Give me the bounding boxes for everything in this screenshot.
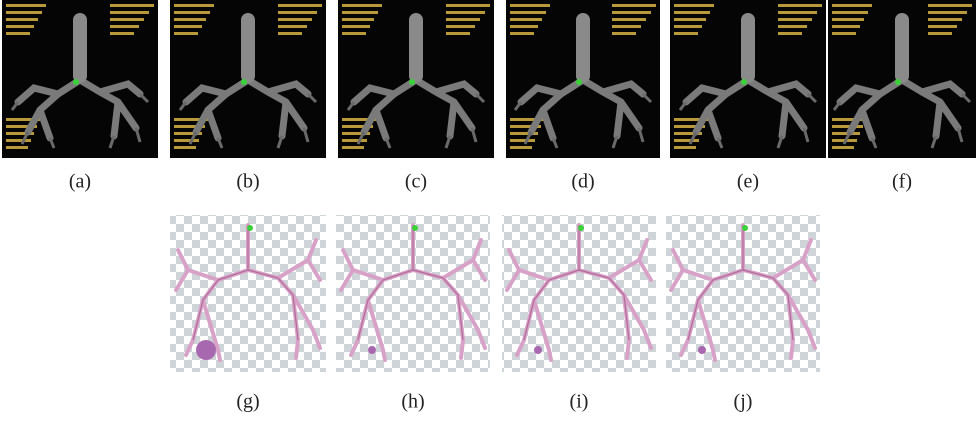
overlay-text (342, 25, 370, 28)
overlay-text (278, 25, 307, 28)
overlay-text (832, 125, 863, 128)
caption: (g) (236, 391, 259, 413)
overlay-text (278, 18, 312, 21)
overlay-text (174, 4, 214, 7)
overlay-text (928, 25, 957, 28)
overlay-text (674, 4, 714, 7)
overlay-text (342, 11, 378, 14)
overlay-text (928, 11, 967, 14)
overlay-text (674, 11, 710, 14)
overlay-text (832, 146, 854, 149)
overlay-text (674, 32, 698, 35)
image-panel: (b) (170, 0, 326, 193)
image-panel: (d) (506, 0, 660, 193)
caption: (h) (401, 391, 424, 413)
overlay-text (674, 18, 706, 21)
overlay-text (510, 139, 535, 142)
overlay-text (110, 32, 134, 35)
overlay-text (612, 32, 636, 35)
overlay-text (674, 139, 699, 142)
image-panel: (f) (828, 0, 976, 193)
overlay-text (6, 18, 38, 21)
overlay-text (928, 4, 972, 7)
overlay-text (6, 25, 34, 28)
overlay-text (110, 4, 154, 7)
nodule (196, 340, 216, 360)
overlay-text (278, 11, 317, 14)
caption: (j) (734, 391, 753, 413)
overlay-text (342, 4, 382, 7)
overlay-text (446, 18, 480, 21)
overlay-text (674, 25, 702, 28)
overlay-text (832, 25, 860, 28)
overlay-text (110, 18, 144, 21)
nodule (368, 346, 376, 354)
image-panel: (a) (2, 0, 158, 193)
overlay-text (612, 4, 656, 7)
overlay-text (928, 18, 962, 21)
overlay-text (174, 139, 199, 142)
overlay-text (510, 25, 538, 28)
overlay-text (110, 11, 149, 14)
overlay-text (6, 146, 28, 149)
overlay-text (832, 11, 868, 14)
panels: (a) (b) (c) (d) (e) (f) (g) (h) (i) (j) (2, 0, 976, 413)
image-panel: (c) (338, 0, 494, 193)
overlay-text (778, 4, 822, 7)
overlay-text (174, 146, 196, 149)
overlay-text (612, 25, 641, 28)
overlay-text (510, 18, 542, 21)
overlay-text (510, 11, 546, 14)
overlay-text (778, 32, 802, 35)
overlay-text (832, 132, 860, 135)
overlay-text (174, 18, 206, 21)
overlay-text (6, 11, 42, 14)
figure: (a) (b) (c) (d) (e) (f) (g) (h) (i) (j) (0, 0, 976, 423)
overlay-text (778, 25, 807, 28)
image-panel: (j) (666, 215, 820, 413)
overlay-text (278, 4, 322, 7)
overlay-text (612, 11, 651, 14)
overlay-text (510, 146, 532, 149)
overlay-text (510, 4, 550, 7)
overlay-text (832, 18, 864, 21)
overlay-text (342, 32, 366, 35)
overlay-text (6, 32, 30, 35)
overlay-text (446, 32, 470, 35)
overlay-text (6, 4, 46, 7)
overlay-text (174, 11, 210, 14)
overlay-text (446, 4, 490, 7)
overlay-text (778, 18, 812, 21)
overlay-text (928, 32, 952, 35)
overlay-text (446, 11, 485, 14)
caption: (f) (892, 171, 912, 193)
overlay-text (342, 139, 367, 142)
caption: (c) (405, 171, 427, 193)
overlay-text (6, 139, 31, 142)
overlay-text (342, 146, 364, 149)
image-panel: (h) (336, 215, 490, 413)
image-panel: (g) (170, 215, 326, 413)
nodule (534, 346, 542, 354)
caption: (e) (737, 171, 759, 193)
caption: (d) (571, 171, 594, 193)
image-panel: (e) (670, 0, 826, 193)
overlay-text (174, 32, 198, 35)
nodule (698, 346, 706, 354)
overlay-text (342, 18, 374, 21)
overlay-text (446, 25, 475, 28)
caption: (b) (236, 171, 259, 193)
overlay-text (278, 32, 302, 35)
overlay-text (612, 18, 646, 21)
overlay-text (674, 146, 696, 149)
overlay-text (510, 32, 534, 35)
overlay-text (832, 4, 872, 7)
overlay-text (174, 25, 202, 28)
overlay-text (778, 11, 817, 14)
overlay-text (110, 25, 139, 28)
caption: (i) (570, 391, 589, 413)
image-panel: (i) (502, 215, 656, 413)
caption: (a) (69, 171, 91, 193)
overlay-text (832, 32, 856, 35)
